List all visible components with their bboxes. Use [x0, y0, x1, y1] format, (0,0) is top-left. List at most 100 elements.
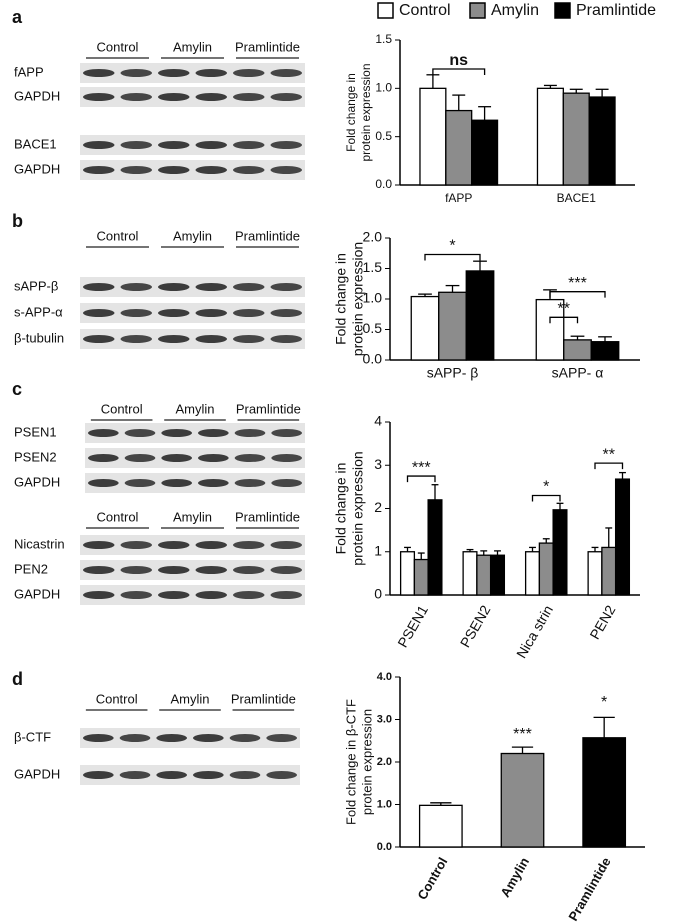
significance-label: * [543, 479, 549, 496]
error-bar [418, 293, 432, 297]
bar [427, 499, 443, 596]
y-tick-label: 2 [374, 499, 382, 515]
error-bar [556, 502, 564, 510]
blot-band [198, 429, 229, 437]
blot-band [120, 335, 152, 343]
blot-strip [80, 535, 305, 555]
blot-row-label: PEN2 [14, 561, 48, 576]
significance-bracket [549, 316, 579, 324]
significance-label: ns [449, 52, 468, 69]
blot-strip [80, 560, 305, 580]
blot-row-label: GAPDH [14, 88, 60, 103]
blot-band [119, 771, 151, 779]
error-bar [466, 548, 474, 552]
blot-band [233, 166, 265, 174]
blot-band [234, 454, 266, 462]
significance-label: *** [412, 459, 431, 476]
blot-row-label: s-APP-α [14, 304, 63, 319]
blot-strip [80, 87, 305, 107]
blot-group-label: Pramlintide [235, 39, 300, 54]
blot-band [124, 479, 156, 487]
bar [399, 551, 416, 596]
blot-band [158, 335, 190, 343]
blot-band [158, 591, 190, 599]
blot-band [233, 335, 265, 343]
x-tick-label: Amylin [497, 855, 532, 900]
blot-strip [80, 160, 305, 180]
y-axis-label: Fold change in β-CTF [343, 699, 358, 825]
blot-band [161, 479, 193, 487]
blot-row-label: β-CTF [14, 729, 51, 744]
x-tick-label: PSEN1 [394, 602, 431, 650]
error-bar [542, 538, 550, 544]
blot-band [120, 69, 152, 77]
blot-strip [80, 63, 305, 83]
blot-band [158, 166, 190, 174]
bar [438, 291, 467, 361]
error-bar [478, 106, 492, 121]
y-axis-label: protein expression [350, 242, 366, 356]
blot-band [271, 479, 302, 487]
blot-band [195, 141, 227, 149]
blot-band [119, 734, 151, 742]
legend-label: Pramlintide [576, 2, 656, 19]
blot-row-label: fAPP [14, 64, 44, 79]
blot-band [271, 429, 302, 437]
blot-band [83, 93, 115, 101]
blot-group-label: Amylin [170, 691, 209, 706]
blot-band [233, 541, 265, 549]
significance-bracket [424, 253, 481, 261]
blot-row-label: GAPDH [14, 766, 60, 781]
blot-band [120, 566, 152, 574]
blot-strip [80, 765, 300, 785]
bar [410, 295, 440, 361]
panel-letter: a [12, 7, 23, 27]
blot-band [234, 429, 266, 437]
panel-letter: b [12, 211, 23, 231]
significance-label: ** [603, 446, 615, 463]
y-axis-label: Fold change in [344, 73, 358, 152]
blot-strip [80, 728, 300, 748]
y-tick-label: 1.5 [363, 259, 383, 275]
y-tick-label: 0.5 [363, 320, 383, 336]
error-bar [426, 74, 440, 89]
panel-letter: d [12, 669, 23, 689]
error-bar [570, 335, 585, 340]
blot-band [83, 69, 115, 77]
blot-band [83, 541, 115, 549]
bar [562, 92, 590, 186]
x-tick-label: BACE1 [557, 191, 597, 205]
error-bar [430, 802, 452, 806]
blot-row-label: GAPDH [14, 161, 60, 176]
error-bar [417, 552, 425, 560]
blot-group-label: Amylin [173, 228, 212, 243]
blot-band [156, 771, 188, 779]
y-tick-label: 3 [374, 456, 382, 472]
blot-band [233, 591, 265, 599]
blot-band [124, 429, 156, 437]
y-axis-label: Fold change in [333, 463, 349, 555]
legend-label: Amylin [491, 2, 539, 19]
blot-band [156, 734, 188, 742]
blot-row-label: β-tubulin [14, 330, 64, 345]
blot-group-label: Control [97, 39, 139, 54]
blot-strip [85, 473, 305, 493]
y-axis-label: protein expression [359, 709, 374, 815]
blot-band [195, 283, 227, 291]
bar [601, 546, 617, 596]
blot-group-label: Control [96, 691, 138, 706]
error-bar [593, 716, 615, 738]
x-tick-label: sAPP- α [552, 365, 604, 381]
bar [500, 752, 545, 848]
blot-band [195, 541, 227, 549]
blot-band [158, 141, 190, 149]
blot-strip [80, 585, 305, 605]
error-bar [569, 88, 583, 94]
error-bar [404, 546, 411, 552]
y-tick-label: 0.0 [377, 841, 392, 853]
y-tick-label: 0.0 [363, 351, 383, 367]
blot-group-label: Pramlintide [235, 228, 300, 243]
significance-label: * [601, 694, 607, 711]
blot-row-label: GAPDH [14, 586, 60, 601]
blot-band [195, 69, 227, 77]
